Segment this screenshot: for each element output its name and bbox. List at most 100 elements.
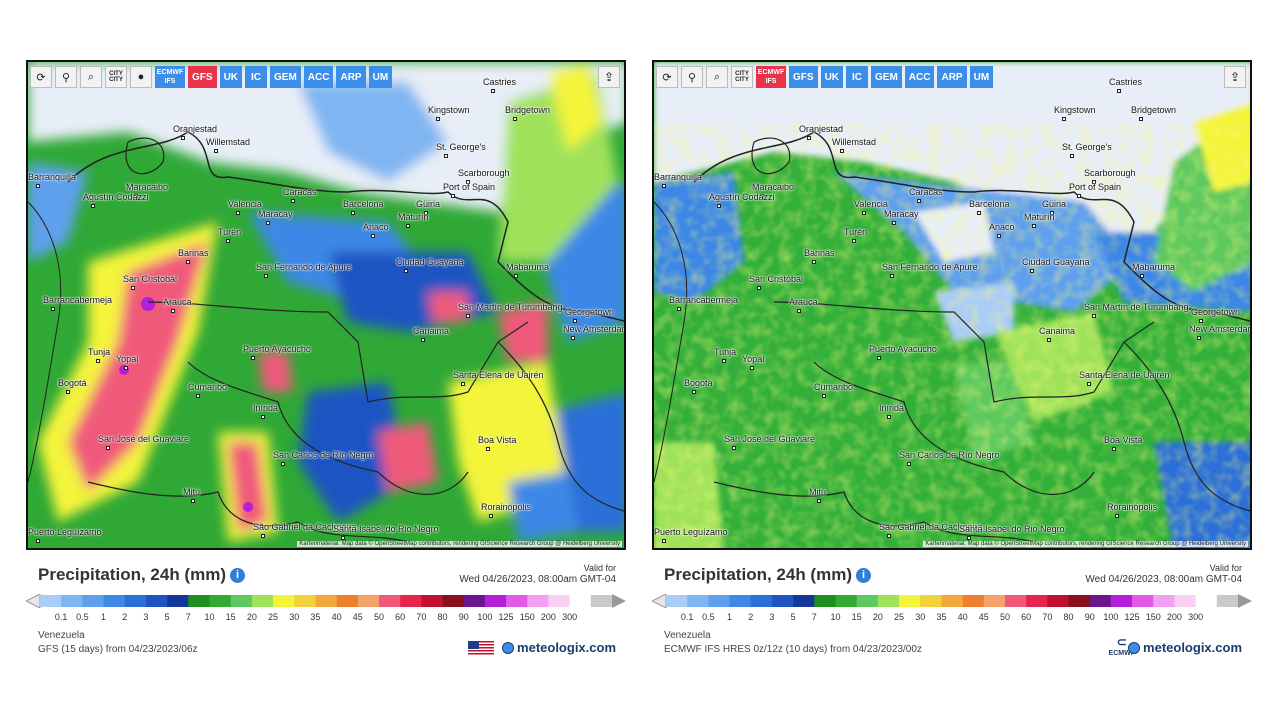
city-label: San Cristóbal [123,274,178,284]
city-label: Yopal [116,354,139,364]
legend-swatch [877,595,900,607]
model-button-ecmwf-ifs[interactable]: ECMWF IFS [756,66,786,88]
model-button-arp[interactable]: ARP [937,66,967,88]
legend-tick-label: 1 [727,612,733,622]
city-label: Ciudad Guayana [1022,257,1090,267]
legend-tick-label: 5 [164,612,170,622]
zoom-icon[interactable]: ⌕ [80,66,102,88]
model-button-uk[interactable]: UK [820,66,844,88]
city-marker-icon [91,204,95,208]
meteologix-brand[interactable]: meteologix.com [1128,640,1242,655]
model-button-gfs[interactable]: GFS [188,66,217,88]
legend-swatch [1089,595,1112,607]
model-button-ic[interactable]: IC [245,66,268,88]
share-icon[interactable]: ⇪ [598,66,620,88]
valid-for-label: Valid for [1209,563,1242,573]
legend-tick-label: 80 [437,612,448,622]
legend-swatch [1195,595,1218,607]
location-pin-icon[interactable]: ⚲ [55,66,77,88]
model-button-ic[interactable]: IC [846,66,869,88]
city-label: Oranjestad [799,124,844,134]
city-label: Maturín [1024,212,1055,222]
city-marker-icon [36,539,40,543]
city-marker-icon [917,199,921,203]
city-marker-icon [424,211,428,215]
point-icon[interactable]: ● [130,66,152,88]
city-label: Santa Isabel do Rio Negro [333,524,439,534]
info-icon[interactable]: i [855,568,871,583]
legend-tick-label: 0.5 [702,612,715,622]
legend-tick-label: 100 [477,612,493,622]
legend-tick-label: 35 [310,612,321,622]
gfs-toolbar: ⟳ ⚲ ⌕ CITY CITY ● ECMWF IFS GFS UK IC GEM… [30,66,393,88]
city-marker-icon [134,194,138,198]
legend-tick-label: 125 [498,612,514,622]
legend-swatch [835,595,857,607]
city-marker-icon [840,149,844,153]
city-marker-icon [214,149,218,153]
legend-swatch [400,595,422,607]
precipitation-legend-bar [652,594,1252,608]
model-button-gem[interactable]: GEM [270,66,301,88]
model-button-um[interactable]: UM [368,66,393,88]
city-marker-icon [281,462,285,466]
city-marker-icon [1197,336,1201,340]
legend-tick-label: 50 [373,612,384,622]
legend-swatch [61,595,83,607]
city-marker-icon [444,154,448,158]
city-marker-icon [251,356,255,360]
refresh-icon[interactable]: ⟳ [30,66,52,88]
city-toggle-icon[interactable]: CITY CITY [105,66,127,88]
city-label: Güiria [416,199,441,209]
city-label: Puerto Ayacucho [243,344,311,354]
legend-arrow-low [26,594,41,608]
legend-tick-label: 30 [289,612,300,622]
legend-tick-label: 125 [1124,612,1140,622]
legend-tick-label: 45 [352,612,363,622]
city-label: San Fernando de Apure [882,262,978,272]
legend-tick-label: 15 [851,612,862,622]
city-marker-icon [236,211,240,215]
city-label: Anaco [989,222,1015,232]
model-button-gem[interactable]: GEM [871,66,902,88]
city-marker-icon [1087,382,1091,386]
city-label: Güiria [1042,199,1067,209]
city-marker-icon [291,199,295,203]
legend-swatch [729,595,752,607]
city-marker-icon [757,286,761,290]
legend-swatch [527,595,549,607]
city-marker-icon [66,390,70,394]
legend-tick-label: 5 [790,612,796,622]
model-button-um[interactable]: UM [969,66,994,88]
city-marker-icon [822,394,826,398]
refresh-icon[interactable]: ⟳ [656,66,678,88]
zoom-icon[interactable]: ⌕ [706,66,728,88]
gfs-panel: ⟳ ⚲ ⌕ CITY CITY ● ECMWF IFS GFS UK IC GEM… [26,60,626,660]
model-button-arp[interactable]: ARP [336,66,366,88]
city-label: Oranjestad [173,124,218,134]
city-label: Barcelona [969,199,1010,209]
model-button-acc[interactable]: ACC [904,66,935,88]
city-label: Agustín Codazzi [709,192,775,202]
gfs-precipitation-map[interactable]: ⟳ ⚲ ⌕ CITY CITY ● ECMWF IFS GFS UK IC GEM… [26,60,626,550]
city-marker-icon [406,224,410,228]
legend-ticks: 0.1 0.5 1 2 3 5 7 10 15 20 25 30 35 40 45 50 60 70 80 90 100… [26,612,626,624]
info-icon[interactable]: i [229,568,245,583]
legend-tick-label: 10 [830,612,841,622]
city-marker-icon [662,184,666,188]
legend-swatch [687,595,709,607]
model-button-ecmwf-ifs[interactable]: ECMWF IFS [155,66,185,88]
share-icon[interactable]: ⇪ [1224,66,1246,88]
location-pin-icon[interactable]: ⚲ [681,66,703,88]
model-button-acc[interactable]: ACC [303,66,334,88]
legend-tick-label: 45 [978,612,989,622]
map-title: Precipitation, 24h (mm) i [38,565,245,585]
model-button-uk[interactable]: UK [219,66,243,88]
ecmwf-precipitation-map[interactable]: ⟳ ⚲ ⌕ CITY CITY ECMWF IFS GFS UK IC GEM A… [652,60,1252,550]
meteologix-brand[interactable]: meteologix.com [502,640,616,655]
city-toggle-icon[interactable]: CITY CITY [731,66,753,88]
city-label: Kingstown [428,105,470,115]
city-marker-icon [977,211,981,215]
city-label: Georgetown [565,307,615,317]
model-button-gfs[interactable]: GFS [789,66,818,88]
